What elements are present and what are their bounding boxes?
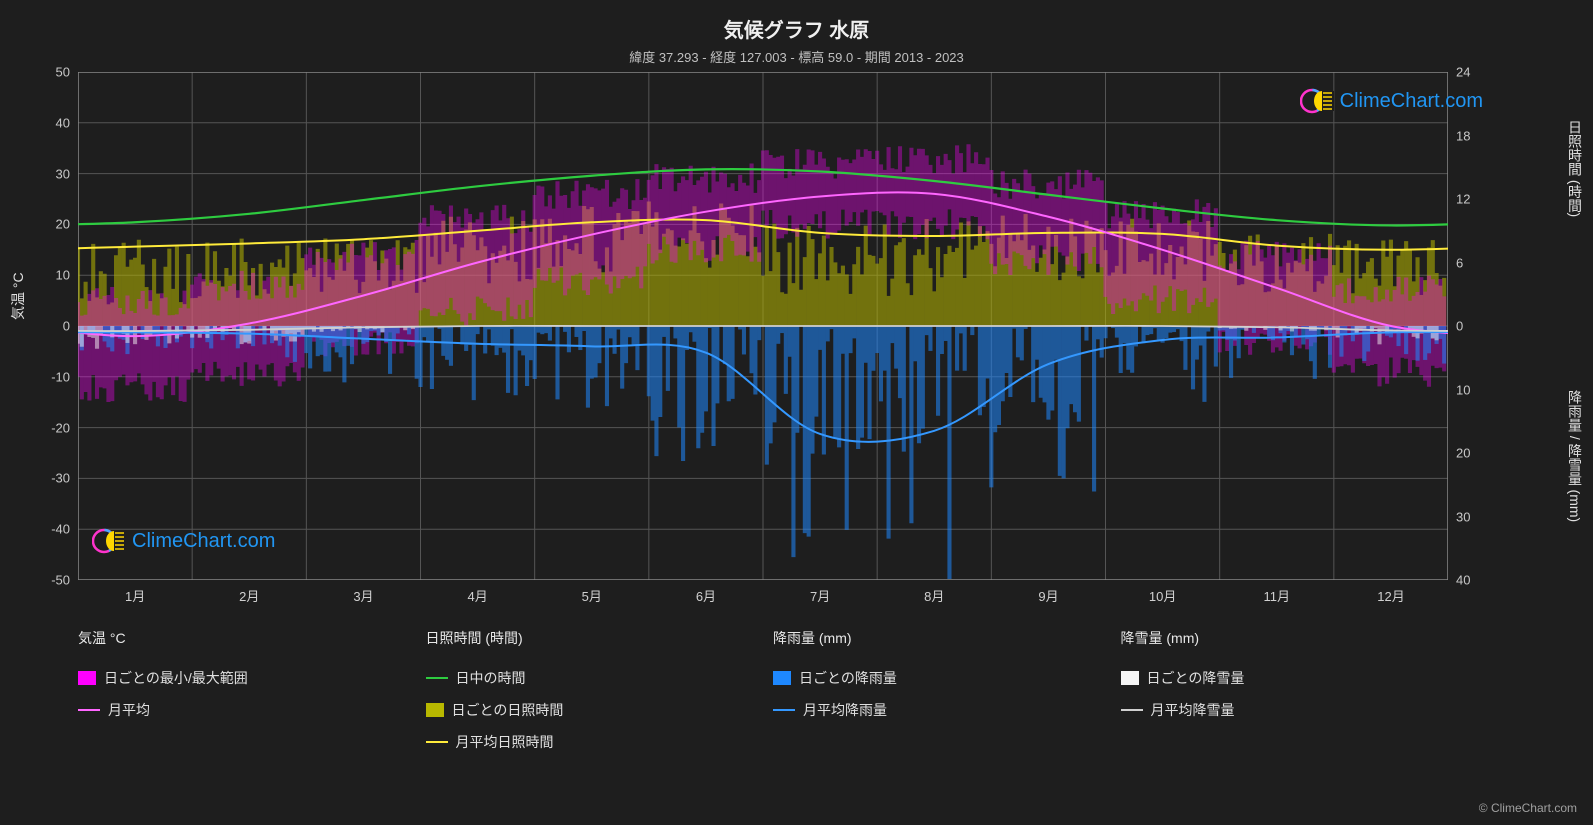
y-tick-right: 12 [1448, 192, 1488, 207]
y-tick-right: 18 [1448, 128, 1488, 143]
y-tick-right: 24 [1448, 65, 1488, 80]
x-tick-label: 7月 [763, 586, 877, 606]
legend-label: 月平均日照時間 [456, 732, 554, 752]
x-axis-labels: 1月2月3月4月5月6月7月8月9月10月11月12月 [78, 586, 1448, 606]
x-tick-label: 9月 [991, 586, 1105, 606]
y-tick-left: -20 [38, 420, 78, 435]
legend-swatch [426, 741, 448, 743]
legend-label: 日中の時間 [456, 668, 526, 688]
y-tick-left: 40 [38, 115, 78, 130]
legend-item: 日ごとの日照時間 [426, 700, 754, 720]
x-tick-label: 8月 [877, 586, 991, 606]
legend-label: 日ごとの最小/最大範囲 [104, 668, 248, 688]
legend-col-sun: 日照時間 (時間) 日中の時間日ごとの日照時間月平均日照時間 [426, 628, 754, 752]
legend-swatch [78, 671, 96, 685]
x-tick-label: 6月 [649, 586, 763, 606]
legend-header: 降雨量 (mm) [773, 628, 1101, 648]
legend-swatch [773, 671, 791, 685]
y-tick-right: 0 [1448, 319, 1488, 334]
watermark-top: ClimeChart.com [1300, 86, 1483, 116]
y-tick-left: -40 [38, 522, 78, 537]
legend-col-temp: 気温 °C 日ごとの最小/最大範囲月平均 [78, 628, 406, 752]
legend-label: 月平均降雨量 [803, 700, 887, 720]
y-tick-left: 20 [38, 217, 78, 232]
legend: 気温 °C 日ごとの最小/最大範囲月平均 日照時間 (時間) 日中の時間日ごとの… [78, 628, 1448, 752]
logo-icon [1300, 86, 1334, 116]
y-tick-left: 10 [38, 268, 78, 283]
y-tick-right: 10 [1448, 382, 1488, 397]
plot-area: 50403020100-10-20-30-40-50 2418126010203… [78, 72, 1448, 580]
legend-label: 月平均 [108, 700, 150, 720]
legend-item: 月平均降雨量 [773, 700, 1101, 720]
chart-subtitle: 緯度 37.293 - 経度 127.003 - 標高 59.0 - 期間 20… [0, 43, 1593, 66]
legend-swatch [1121, 709, 1143, 711]
watermark-text: ClimeChart.com [132, 530, 275, 553]
x-tick-label: 3月 [306, 586, 420, 606]
legend-label: 日ごとの降雨量 [799, 668, 897, 688]
y-tick-left: -10 [38, 369, 78, 384]
legend-item: 日ごとの降雨量 [773, 668, 1101, 688]
legend-swatch [78, 709, 100, 711]
y-tick-right: 6 [1448, 255, 1488, 270]
legend-item: 日中の時間 [426, 668, 754, 688]
y-tick-left: 0 [38, 319, 78, 334]
y-tick-left: 50 [38, 65, 78, 80]
legend-col-rain: 降雨量 (mm) 日ごとの降雨量月平均降雨量 [773, 628, 1101, 752]
legend-label: 月平均降雪量 [1151, 700, 1235, 720]
legend-item: 日ごとの降雪量 [1121, 668, 1449, 688]
y-axis-right-bottom-label: 降雨量 / 降雪量 (mm) [1565, 390, 1585, 522]
chart-title: 気候グラフ 水原 [0, 0, 1593, 43]
logo-icon [92, 526, 126, 556]
legend-item: 月平均日照時間 [426, 732, 754, 752]
legend-swatch [426, 677, 448, 679]
x-tick-label: 12月 [1334, 586, 1448, 606]
legend-label: 日ごとの降雪量 [1147, 668, 1245, 688]
x-tick-label: 4月 [421, 586, 535, 606]
legend-item: 日ごとの最小/最大範囲 [78, 668, 406, 688]
y-tick-right: 20 [1448, 446, 1488, 461]
legend-item: 月平均降雪量 [1121, 700, 1449, 720]
watermark-bottom: ClimeChart.com [92, 526, 275, 556]
legend-swatch [426, 703, 444, 717]
legend-col-snow: 降雪量 (mm) 日ごとの降雪量月平均降雪量 [1121, 628, 1449, 752]
legend-swatch [1121, 671, 1139, 685]
y-tick-left: -30 [38, 471, 78, 486]
y-tick-right: 40 [1448, 573, 1488, 588]
y-tick-right: 30 [1448, 509, 1488, 524]
x-tick-label: 5月 [535, 586, 649, 606]
x-tick-label: 1月 [78, 586, 192, 606]
y-tick-left: 30 [38, 166, 78, 181]
x-tick-label: 2月 [192, 586, 306, 606]
legend-swatch [773, 709, 795, 711]
legend-header: 気温 °C [78, 628, 406, 648]
x-tick-label: 11月 [1220, 586, 1334, 606]
legend-label: 日ごとの日照時間 [452, 700, 564, 720]
y-axis-left-label: 気温 °C [8, 272, 28, 320]
watermark-text: ClimeChart.com [1340, 90, 1483, 113]
legend-header: 日照時間 (時間) [426, 628, 754, 648]
y-axis-right-top-label: 日照時間 (時間) [1565, 120, 1585, 217]
legend-item: 月平均 [78, 700, 406, 720]
x-tick-label: 10月 [1106, 586, 1220, 606]
legend-header: 降雪量 (mm) [1121, 628, 1449, 648]
y-tick-left: -50 [38, 573, 78, 588]
copyright: © ClimeChart.com [1479, 801, 1577, 815]
climate-chart: 気候グラフ 水原 緯度 37.293 - 経度 127.003 - 標高 59.… [0, 0, 1593, 825]
